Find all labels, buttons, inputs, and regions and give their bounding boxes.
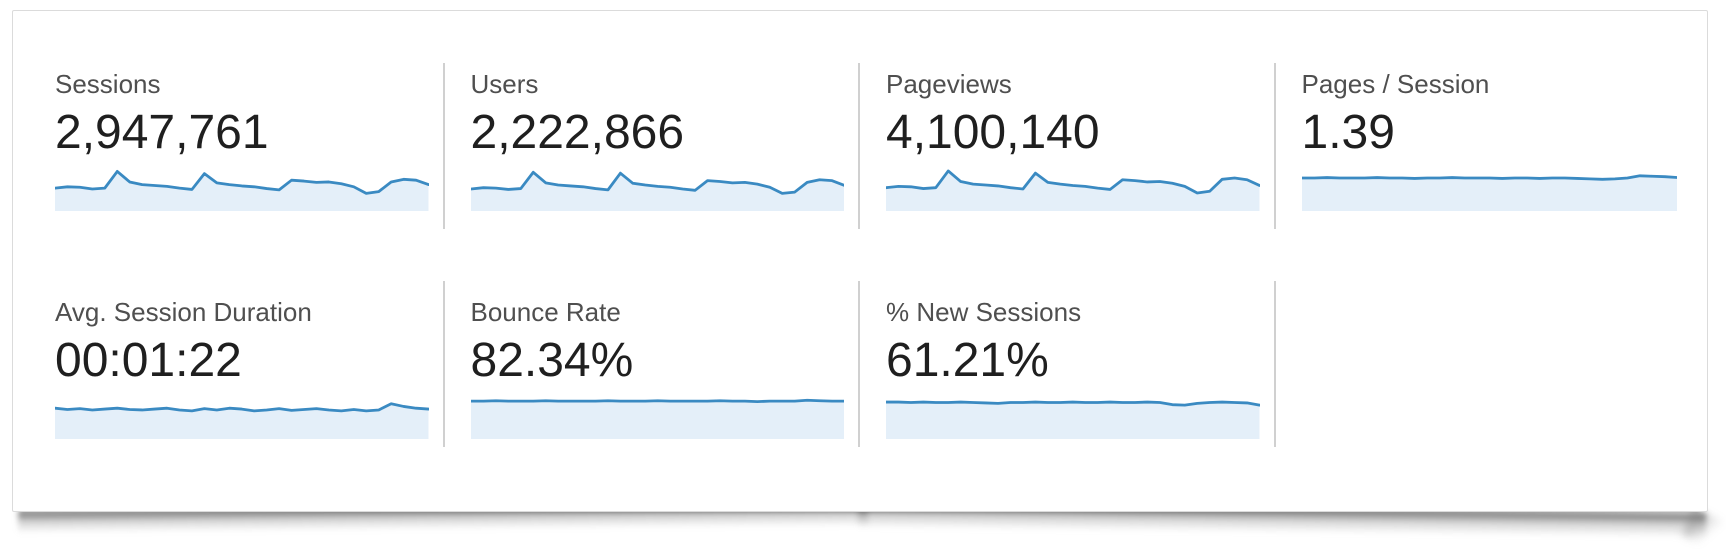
metric-card-bounce-rate: Bounce Rate 82.34% <box>445 281 860 447</box>
metric-label-pageviews: Pageviews <box>886 69 1012 99</box>
metric-label-users: Users <box>470 69 539 99</box>
metric-card-users: Users 2,222,866 <box>445 63 860 229</box>
sparkline-sessions <box>55 167 429 211</box>
metric-label-avg-session-duration: Avg. Session Duration <box>55 297 312 327</box>
empty-metric-slot <box>1276 281 1692 447</box>
metric-value-pages-per-session: 1.39 <box>1301 106 1395 159</box>
metric-card-pages-per-session: Pages / Session 1.39 <box>1276 63 1692 229</box>
sparkline-avg-session-duration <box>55 395 429 439</box>
sparkline-pages-per-session <box>1301 167 1677 211</box>
metric-value-bounce-rate: 82.34% <box>470 334 634 387</box>
metric-card-sessions: Sessions 2,947,761 <box>29 63 445 229</box>
metric-card-new-sessions: % New Sessions 61.21% <box>860 281 1276 447</box>
metric-value-users: 2,222,866 <box>470 106 685 159</box>
sparkline-pageviews <box>886 167 1260 211</box>
metric-card-avg-session-duration: Avg. Session Duration 00:01:22 <box>29 281 445 447</box>
metric-label-pages-per-session: Pages / Session <box>1301 69 1490 99</box>
metric-label-sessions: Sessions <box>55 69 161 99</box>
metric-value-sessions: 2,947,761 <box>55 106 269 159</box>
metrics-summary-panel: Sessions 2,947,761 Users 2,222,866 Pagev… <box>12 10 1708 512</box>
metric-value-avg-session-duration: 00:01:22 <box>55 334 242 387</box>
sparkline-new-sessions <box>886 395 1260 439</box>
metric-card-pageviews: Pageviews 4,100,140 <box>860 63 1276 229</box>
sparkline-users <box>470 167 844 211</box>
metric-value-new-sessions: 61.21% <box>886 334 1049 387</box>
metric-label-bounce-rate: Bounce Rate <box>470 297 621 327</box>
metrics-row-top: Sessions 2,947,761 Users 2,222,866 Pagev… <box>29 63 1691 229</box>
metric-value-pageviews: 4,100,140 <box>886 106 1100 159</box>
metrics-row-bottom: Avg. Session Duration 00:01:22 Bounce Ra… <box>29 281 1691 447</box>
sparkline-bounce-rate <box>470 395 844 439</box>
metric-label-new-sessions: % New Sessions <box>886 297 1082 327</box>
